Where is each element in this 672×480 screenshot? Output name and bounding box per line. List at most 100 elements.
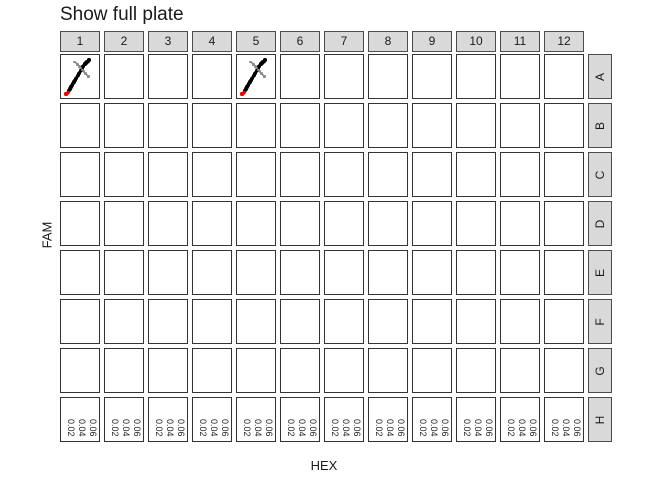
well-panel-H3[interactable]	[148, 397, 188, 442]
well-panel-F6[interactable]	[280, 299, 320, 344]
column-strip-8[interactable]: 8	[368, 31, 408, 52]
well-panel-A2[interactable]	[104, 54, 144, 99]
well-panel-E12[interactable]	[544, 250, 584, 295]
well-panel-F7[interactable]	[324, 299, 364, 344]
well-panel-H8[interactable]	[368, 397, 408, 442]
well-panel-B9[interactable]	[412, 103, 452, 148]
well-panel-A8[interactable]	[368, 54, 408, 99]
well-panel-C6[interactable]	[280, 152, 320, 197]
well-panel-C10[interactable]	[456, 152, 496, 197]
well-panel-G7[interactable]	[324, 348, 364, 393]
well-panel-F5[interactable]	[236, 299, 276, 344]
well-panel-B8[interactable]	[368, 103, 408, 148]
well-panel-E4[interactable]	[192, 250, 232, 295]
row-strip-D[interactable]: D	[588, 201, 612, 246]
well-panel-G10[interactable]	[456, 348, 496, 393]
well-panel-G8[interactable]	[368, 348, 408, 393]
column-strip-1[interactable]: 1	[60, 31, 100, 52]
well-panel-C7[interactable]	[324, 152, 364, 197]
well-panel-C1[interactable]	[60, 152, 100, 197]
well-panel-D3[interactable]	[148, 201, 188, 246]
well-panel-A10[interactable]	[456, 54, 496, 99]
well-panel-F3[interactable]	[148, 299, 188, 344]
well-panel-A9[interactable]	[412, 54, 452, 99]
row-strip-F[interactable]: F	[588, 299, 612, 344]
well-panel-E5[interactable]	[236, 250, 276, 295]
column-strip-2[interactable]: 2	[104, 31, 144, 52]
well-panel-A3[interactable]	[148, 54, 188, 99]
well-panel-C2[interactable]	[104, 152, 144, 197]
well-panel-A4[interactable]	[192, 54, 232, 99]
well-panel-B3[interactable]	[148, 103, 188, 148]
well-panel-E6[interactable]	[280, 250, 320, 295]
column-strip-7[interactable]: 7	[324, 31, 364, 52]
well-panel-E7[interactable]	[324, 250, 364, 295]
column-strip-5[interactable]: 5	[236, 31, 276, 52]
well-panel-G5[interactable]	[236, 348, 276, 393]
well-panel-E10[interactable]	[456, 250, 496, 295]
well-panel-H9[interactable]	[412, 397, 452, 442]
well-panel-H6[interactable]	[280, 397, 320, 442]
well-panel-C4[interactable]	[192, 152, 232, 197]
well-panel-A11[interactable]	[500, 54, 540, 99]
well-panel-F9[interactable]	[412, 299, 452, 344]
well-panel-E2[interactable]	[104, 250, 144, 295]
well-panel-C12[interactable]	[544, 152, 584, 197]
well-panel-H7[interactable]	[324, 397, 364, 442]
well-panel-H10[interactable]	[456, 397, 496, 442]
well-panel-B11[interactable]	[500, 103, 540, 148]
well-panel-B5[interactable]	[236, 103, 276, 148]
well-panel-C3[interactable]	[148, 152, 188, 197]
well-panel-B12[interactable]	[544, 103, 584, 148]
well-panel-G6[interactable]	[280, 348, 320, 393]
well-panel-H4[interactable]	[192, 397, 232, 442]
column-strip-6[interactable]: 6	[280, 31, 320, 52]
row-strip-E[interactable]: E	[588, 250, 612, 295]
well-panel-G3[interactable]	[148, 348, 188, 393]
row-strip-B[interactable]: B	[588, 103, 612, 148]
well-panel-C9[interactable]	[412, 152, 452, 197]
column-strip-4[interactable]: 4	[192, 31, 232, 52]
well-panel-B10[interactable]	[456, 103, 496, 148]
well-panel-E9[interactable]	[412, 250, 452, 295]
column-strip-12[interactable]: 12	[544, 31, 584, 52]
well-panel-B6[interactable]	[280, 103, 320, 148]
well-panel-H1[interactable]	[60, 397, 100, 442]
well-panel-F12[interactable]	[544, 299, 584, 344]
well-panel-D5[interactable]	[236, 201, 276, 246]
well-panel-B2[interactable]	[104, 103, 144, 148]
well-panel-F1[interactable]	[60, 299, 100, 344]
well-panel-D1[interactable]	[60, 201, 100, 246]
well-panel-F2[interactable]	[104, 299, 144, 344]
well-panel-A5[interactable]	[236, 54, 276, 99]
well-panel-H5[interactable]	[236, 397, 276, 442]
well-panel-E1[interactable]	[60, 250, 100, 295]
well-panel-G11[interactable]	[500, 348, 540, 393]
well-panel-E8[interactable]	[368, 250, 408, 295]
well-panel-D7[interactable]	[324, 201, 364, 246]
well-panel-G2[interactable]	[104, 348, 144, 393]
well-panel-C11[interactable]	[500, 152, 540, 197]
well-panel-A12[interactable]	[544, 54, 584, 99]
column-strip-9[interactable]: 9	[412, 31, 452, 52]
well-panel-B7[interactable]	[324, 103, 364, 148]
well-panel-D10[interactable]	[456, 201, 496, 246]
well-panel-C5[interactable]	[236, 152, 276, 197]
well-panel-C8[interactable]	[368, 152, 408, 197]
well-panel-D11[interactable]	[500, 201, 540, 246]
well-panel-H11[interactable]	[500, 397, 540, 442]
row-strip-C[interactable]: C	[588, 152, 612, 197]
well-panel-D8[interactable]	[368, 201, 408, 246]
well-panel-E3[interactable]	[148, 250, 188, 295]
well-panel-D12[interactable]	[544, 201, 584, 246]
well-panel-F10[interactable]	[456, 299, 496, 344]
well-panel-E11[interactable]	[500, 250, 540, 295]
well-panel-H2[interactable]	[104, 397, 144, 442]
well-panel-H12[interactable]	[544, 397, 584, 442]
well-panel-D6[interactable]	[280, 201, 320, 246]
well-panel-B1[interactable]	[60, 103, 100, 148]
well-panel-G9[interactable]	[412, 348, 452, 393]
row-strip-H[interactable]: H	[588, 397, 612, 442]
well-panel-G4[interactable]	[192, 348, 232, 393]
row-strip-G[interactable]: G	[588, 348, 612, 393]
